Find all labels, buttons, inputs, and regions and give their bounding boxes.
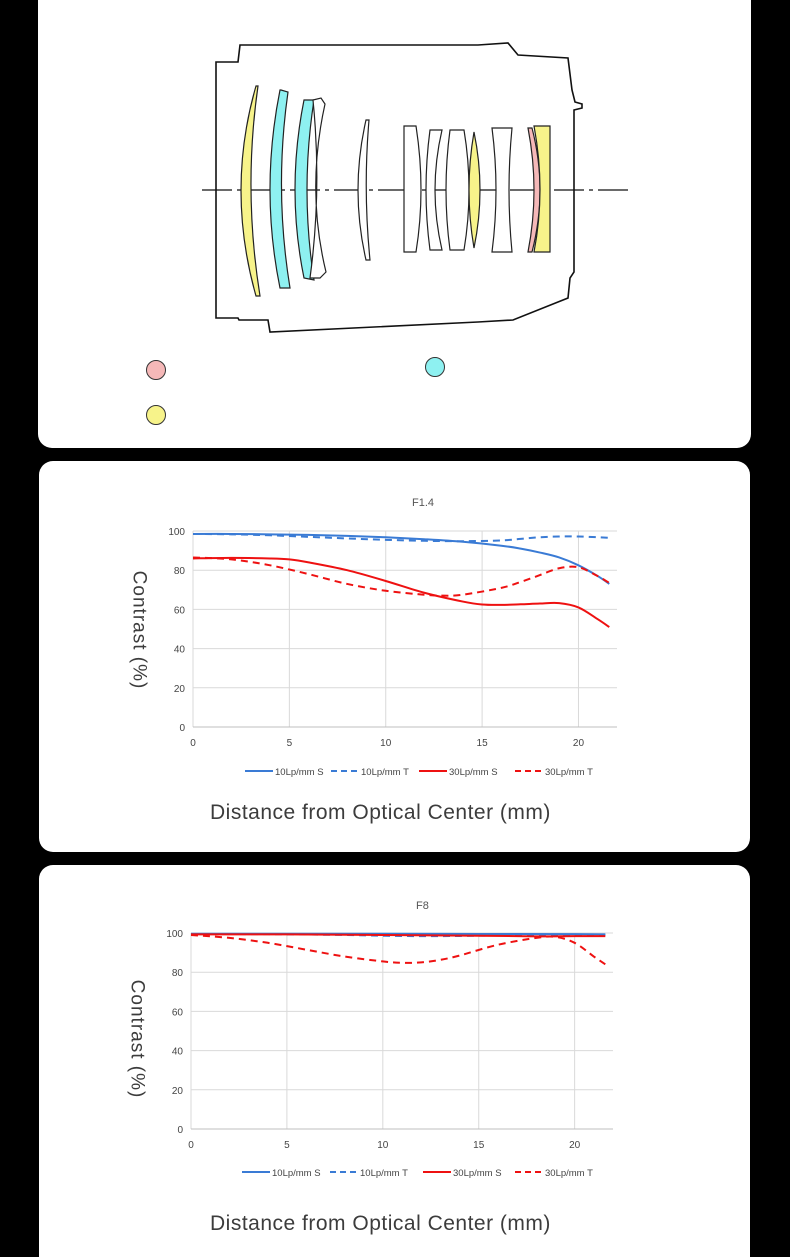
legend-label: 10Lp/mm T bbox=[361, 767, 409, 778]
y-tick-label: 100 bbox=[166, 929, 183, 940]
x-tick-label: 0 bbox=[188, 1140, 194, 1151]
mtf-chart-f8: 0 20 40 60 80 100 0 5 10 15 20 10Lp/mm S 10Lp/mm T 30… bbox=[166, 929, 613, 1179]
y-tick-label: 20 bbox=[172, 1086, 184, 1097]
lens-barrel-outline bbox=[215, 42, 583, 333]
series-line-3 bbox=[192, 556, 610, 597]
mtf-chart-f14: 0 20 40 60 80 100 0 5 10 15 20 10Lp/mm S 10Lp/mm T 30… bbox=[168, 527, 617, 778]
chart-title: F1.4 bbox=[412, 497, 435, 509]
x-tick-label: 5 bbox=[284, 1140, 290, 1151]
y-tick-label: 80 bbox=[174, 566, 186, 577]
mtf-chart-panel-f14: 0 20 40 60 80 100 0 5 10 15 20 10Lp/mm S 10Lp/mm T 30… bbox=[39, 461, 750, 852]
legend-label: 30Lp/mm S bbox=[453, 1168, 502, 1179]
y-tick-label: 40 bbox=[174, 645, 186, 656]
legend-label: 10Lp/mm S bbox=[275, 767, 324, 778]
x-tick-label: 0 bbox=[190, 738, 196, 749]
y-tick-label: 60 bbox=[172, 1007, 184, 1018]
lens-element-3 bbox=[294, 99, 315, 281]
mtf-chart-panel-f8: 0 20 40 60 80 100 0 5 10 15 20 10Lp/mm S 10Lp/mm T 30… bbox=[39, 865, 750, 1257]
lens-diagram-panel bbox=[38, 0, 751, 448]
y-axis-label: Contrast (%) bbox=[128, 570, 150, 690]
lens-element-2 bbox=[269, 89, 291, 289]
x-axis-label: Distance from Optical Center (mm) bbox=[210, 801, 551, 824]
lens-element-6 bbox=[403, 125, 422, 253]
series-line-2 bbox=[192, 556, 610, 628]
x-tick-label: 15 bbox=[477, 738, 489, 749]
y-tick-label: 60 bbox=[174, 605, 186, 616]
y-axis-label: Contrast (%) bbox=[126, 979, 148, 1099]
lens-element-12 bbox=[533, 125, 551, 253]
y-tick-label: 20 bbox=[174, 684, 186, 695]
legend-label: 10Lp/mm T bbox=[360, 1168, 408, 1179]
x-axis-label: Distance from Optical Center (mm) bbox=[210, 1212, 551, 1235]
lens-element-7 bbox=[425, 129, 443, 251]
lens-element-4 bbox=[309, 97, 327, 279]
lens-element-9 bbox=[468, 131, 481, 249]
high-refraction-dot bbox=[425, 357, 445, 377]
legend-label: 10Lp/mm S bbox=[272, 1168, 321, 1179]
y-tick-label: 100 bbox=[168, 527, 185, 538]
lens-element-11 bbox=[527, 127, 541, 253]
x-tick-label: 15 bbox=[473, 1140, 485, 1151]
chart-title: F8 bbox=[416, 900, 429, 912]
series-line-2 bbox=[190, 933, 606, 938]
legend-label: 30Lp/mm T bbox=[545, 1168, 593, 1179]
x-tick-label: 10 bbox=[380, 738, 392, 749]
series-line-1 bbox=[192, 532, 610, 543]
legend-label: 30Lp/mm T bbox=[545, 767, 593, 778]
lens-element-1 bbox=[240, 85, 261, 297]
x-tick-label: 5 bbox=[287, 738, 293, 749]
y-tick-label: 0 bbox=[177, 1125, 183, 1136]
aspherical-dot bbox=[146, 405, 166, 425]
lens-element-5 bbox=[357, 119, 371, 261]
lens-element-8 bbox=[445, 129, 470, 251]
x-tick-label: 20 bbox=[573, 738, 585, 749]
low-dispersion-dot bbox=[146, 360, 166, 380]
x-tick-label: 20 bbox=[569, 1140, 581, 1151]
legend-label: 30Lp/mm S bbox=[449, 767, 498, 778]
lens-element-10 bbox=[491, 127, 513, 253]
x-tick-label: 10 bbox=[377, 1140, 389, 1151]
y-tick-label: 40 bbox=[172, 1047, 184, 1058]
lens-construction-diagram bbox=[202, 42, 633, 333]
y-tick-label: 0 bbox=[179, 723, 185, 734]
series-line-3 bbox=[190, 933, 606, 966]
y-tick-label: 80 bbox=[172, 968, 184, 979]
